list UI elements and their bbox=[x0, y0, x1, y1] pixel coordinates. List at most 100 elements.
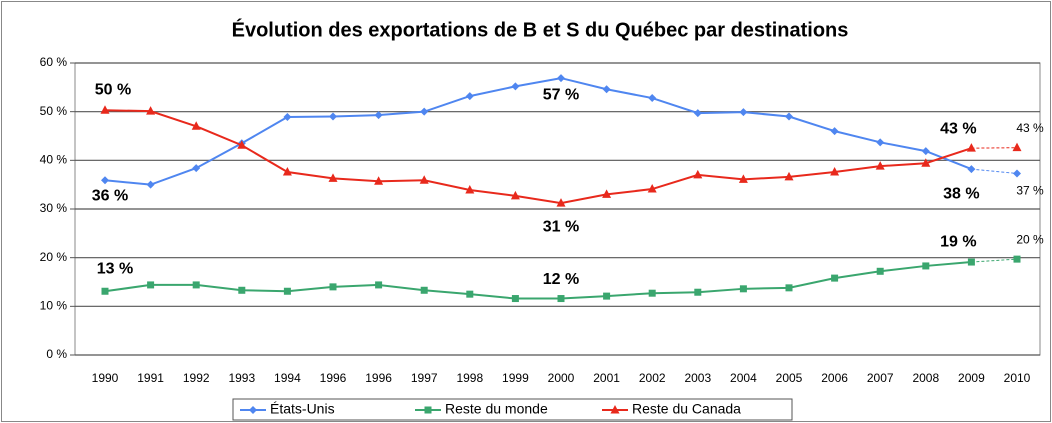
marker bbox=[694, 288, 702, 296]
data-label: 20 % bbox=[1016, 232, 1044, 246]
series-line bbox=[104, 261, 972, 300]
legend-label: Reste du Canada bbox=[632, 401, 741, 417]
marker bbox=[465, 185, 475, 194]
marker bbox=[191, 121, 201, 130]
series-line bbox=[104, 77, 972, 186]
marker bbox=[511, 82, 520, 91]
x-tick-label: 1991 bbox=[137, 371, 164, 385]
marker bbox=[739, 108, 748, 117]
marker bbox=[739, 285, 747, 293]
marker bbox=[876, 267, 884, 275]
x-tick-label: 2010 bbox=[1004, 371, 1031, 385]
y-tick-label: 20 % bbox=[40, 250, 68, 264]
marker bbox=[192, 164, 201, 173]
x-tick-label: 1990 bbox=[92, 371, 119, 385]
marker bbox=[648, 289, 656, 297]
marker bbox=[602, 85, 611, 94]
marker bbox=[922, 262, 930, 270]
marker bbox=[283, 113, 292, 122]
marker bbox=[420, 107, 429, 116]
marker bbox=[921, 147, 930, 156]
x-tick-label: 1992 bbox=[183, 371, 210, 385]
marker bbox=[921, 158, 931, 167]
marker bbox=[1013, 169, 1021, 178]
data-label: 12 % bbox=[543, 271, 579, 288]
y-tick-label: 10 % bbox=[40, 299, 68, 313]
marker bbox=[648, 94, 657, 103]
y-tick-label: 0 % bbox=[46, 347, 67, 361]
data-label: 19 % bbox=[940, 233, 976, 250]
marker bbox=[466, 290, 474, 298]
marker bbox=[693, 109, 702, 118]
marker bbox=[147, 281, 155, 289]
marker bbox=[967, 258, 975, 266]
x-tick-label: 2009 bbox=[958, 371, 985, 385]
marker bbox=[329, 112, 337, 121]
data-label: 43 % bbox=[1016, 121, 1044, 135]
x-tick-label: 1998 bbox=[456, 371, 483, 385]
series-line-dashed bbox=[971, 168, 1018, 174]
x-tick-label: 1996 bbox=[320, 371, 347, 385]
marker bbox=[647, 184, 657, 193]
marker bbox=[328, 173, 338, 182]
series-line bbox=[104, 109, 972, 205]
marker bbox=[602, 189, 612, 198]
data-label: 36 % bbox=[92, 188, 128, 205]
legend-box bbox=[232, 398, 793, 421]
marker bbox=[101, 176, 109, 185]
y-tick-label: 60 % bbox=[40, 55, 68, 69]
x-tick-label: 1994 bbox=[274, 371, 301, 385]
marker bbox=[465, 92, 474, 101]
data-label: 43 % bbox=[940, 120, 976, 137]
marker bbox=[374, 111, 383, 120]
legend-marker bbox=[424, 406, 432, 414]
x-tick-label: 2000 bbox=[548, 371, 575, 385]
data-label: 13 % bbox=[97, 260, 133, 277]
marker bbox=[967, 165, 976, 174]
x-tick-label: 2006 bbox=[821, 371, 848, 385]
marker bbox=[830, 127, 839, 136]
marker bbox=[329, 283, 337, 291]
marker bbox=[1013, 255, 1021, 263]
y-tick-label: 30 % bbox=[40, 201, 68, 215]
marker bbox=[603, 292, 611, 300]
marker bbox=[784, 171, 794, 181]
data-label: 38 % bbox=[943, 185, 979, 202]
x-tick-label: 2002 bbox=[639, 371, 666, 385]
x-tick-label: 2005 bbox=[776, 371, 803, 385]
marker bbox=[374, 176, 384, 185]
marker bbox=[510, 190, 520, 200]
legend-label: Reste du monde bbox=[445, 401, 548, 417]
series-line-dashed bbox=[971, 258, 1018, 263]
marker bbox=[419, 175, 429, 184]
marker bbox=[966, 143, 976, 152]
marker bbox=[785, 112, 793, 121]
x-tick-label: 2001 bbox=[593, 371, 620, 385]
x-tick-label: 1999 bbox=[502, 371, 529, 385]
y-tick-label: 50 % bbox=[40, 104, 68, 118]
legend-marker bbox=[249, 406, 257, 414]
marker bbox=[101, 287, 109, 295]
marker bbox=[420, 286, 428, 294]
marker bbox=[556, 198, 566, 207]
data-label: 31 % bbox=[543, 218, 579, 235]
legend-marker bbox=[610, 405, 620, 414]
x-tick-label: 1997 bbox=[411, 371, 438, 385]
x-tick-label: 2007 bbox=[867, 371, 894, 385]
x-tick-label: 2003 bbox=[684, 371, 711, 385]
legend: États-Unis Reste du monde Reste du Canada bbox=[232, 398, 793, 421]
chart-title: Évolution des exportations de B et S du … bbox=[232, 18, 849, 41]
marker bbox=[146, 180, 155, 189]
y-tick-label: 40 % bbox=[40, 153, 68, 167]
marker bbox=[375, 281, 383, 289]
data-label: 37 % bbox=[1016, 184, 1044, 198]
marker bbox=[875, 161, 885, 170]
marker bbox=[738, 174, 748, 183]
marker bbox=[283, 287, 291, 295]
marker bbox=[557, 74, 565, 83]
marker bbox=[192, 281, 200, 289]
marker bbox=[831, 274, 839, 282]
data-label: 57 % bbox=[543, 86, 579, 103]
